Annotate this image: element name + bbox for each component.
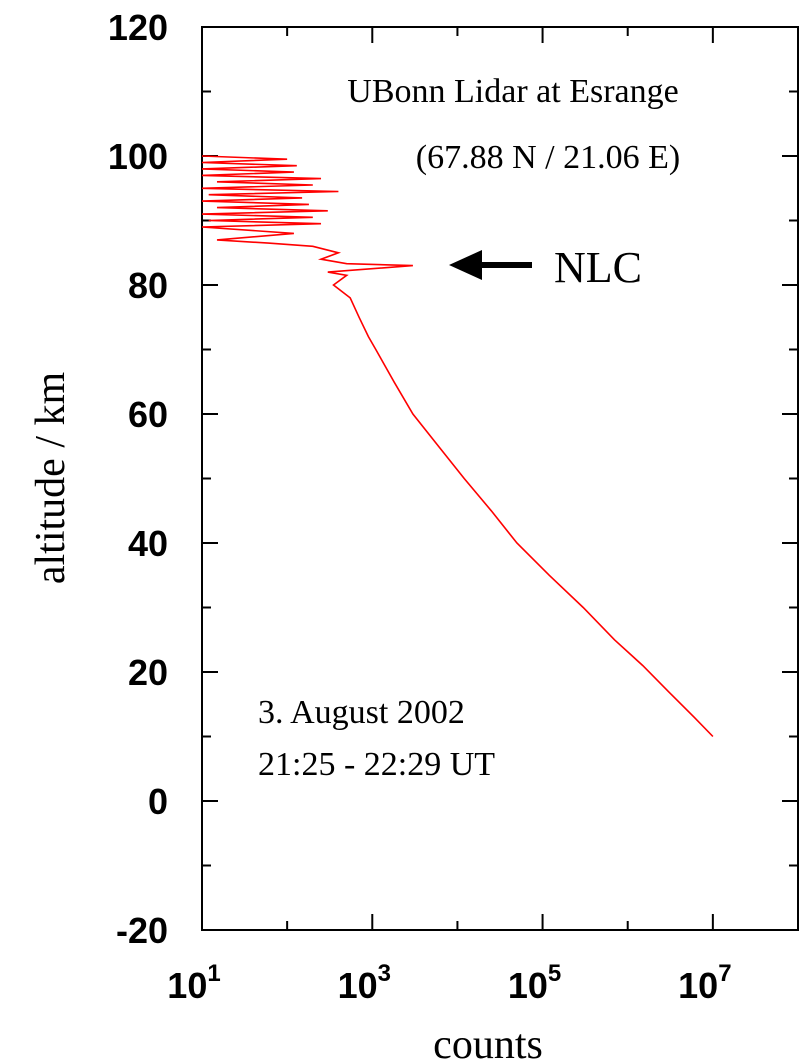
x-tick-label: 107 bbox=[678, 960, 731, 1006]
time-label: 21:25 - 22:29 UT bbox=[258, 746, 495, 783]
x-tick-label: 103 bbox=[338, 960, 391, 1006]
nlc-label: NLC bbox=[554, 243, 642, 292]
y-axis-label: altitude / km bbox=[28, 372, 74, 585]
y-tick-label: 120 bbox=[108, 7, 168, 48]
y-tick-label: 100 bbox=[108, 136, 168, 177]
location-label-line1: UBonn Lidar at Esrange bbox=[347, 73, 678, 110]
axis-ticks bbox=[201, 26, 799, 931]
x-tick-label: 101 bbox=[167, 960, 220, 1006]
series-line bbox=[201, 155, 714, 738]
y-tick-label: 20 bbox=[128, 652, 168, 693]
x-tick-labels: 101 103 105 107 bbox=[167, 960, 731, 1006]
y-tick-label: 40 bbox=[128, 523, 168, 564]
location-label-line2: (67.88 N / 21.06 E) bbox=[416, 139, 680, 176]
y-tick-labels: 120 100 80 60 40 20 0 -20 bbox=[108, 7, 168, 951]
y-tick-label: 60 bbox=[128, 394, 168, 435]
x-tick-label: 105 bbox=[508, 960, 561, 1006]
y-tick-label: 0 bbox=[148, 781, 168, 822]
date-label: 3. August 2002 bbox=[258, 694, 465, 731]
x-axis-label: counts bbox=[433, 1022, 543, 1064]
nlc-arrow-icon bbox=[449, 250, 532, 280]
y-tick-label: 80 bbox=[128, 265, 168, 306]
y-tick-label: -20 bbox=[116, 910, 168, 951]
